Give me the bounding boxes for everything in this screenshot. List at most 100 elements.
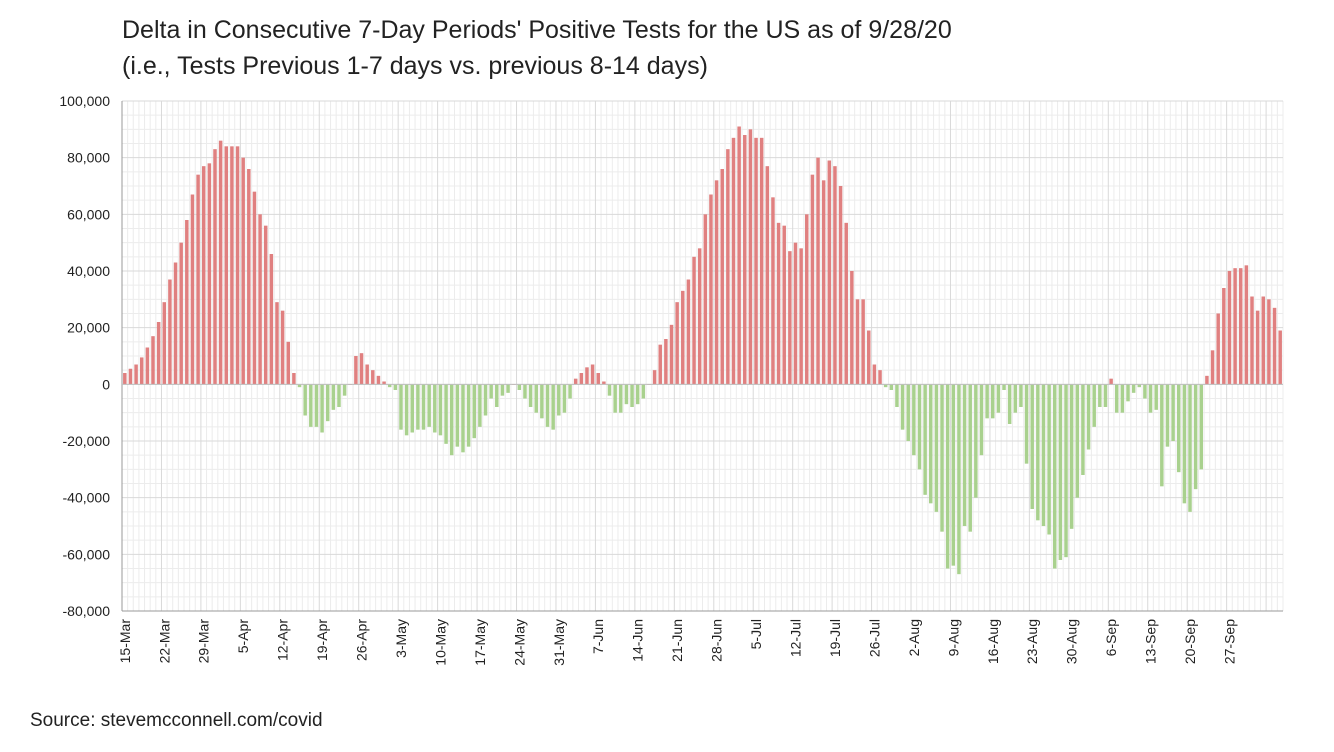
bar	[1058, 384, 1063, 560]
bar	[697, 248, 702, 385]
bar	[641, 384, 646, 399]
bar	[399, 384, 403, 430]
x-tick-label: 19-Jul	[827, 619, 843, 657]
bar	[940, 384, 944, 532]
bar	[810, 174, 815, 385]
bar	[743, 135, 747, 385]
bar	[607, 384, 612, 396]
bar	[1081, 384, 1085, 475]
bar	[996, 384, 1001, 413]
bar	[483, 384, 488, 416]
source-note: Source: stevemcconnell.com/covid	[30, 710, 323, 731]
bar	[782, 225, 786, 385]
bar	[478, 384, 482, 427]
bar	[675, 302, 679, 385]
bar	[506, 384, 510, 393]
bar	[540, 384, 544, 419]
bar	[1019, 384, 1023, 407]
bar	[1165, 384, 1170, 447]
bar	[382, 381, 386, 385]
x-tick-label: 19-Apr	[314, 619, 330, 661]
x-tick-label: 30-Aug	[1064, 619, 1080, 664]
y-tick-label: 40,000	[67, 263, 110, 279]
bar	[292, 373, 296, 385]
chart-subtitle: (i.e., Tests Previous 1-7 days vs. previ…	[122, 52, 708, 80]
x-tick-label: 20-Sep	[1182, 619, 1198, 664]
bar	[895, 384, 899, 407]
bar	[421, 384, 426, 430]
bar-layer	[123, 126, 1282, 575]
bar	[151, 336, 155, 385]
bar	[652, 370, 657, 385]
bar	[449, 384, 454, 456]
bar	[455, 384, 460, 447]
bar	[1233, 268, 1237, 385]
bar	[139, 357, 144, 385]
y-tick-label: 80,000	[67, 150, 110, 166]
bar	[1002, 384, 1006, 390]
y-tick-label: 20,000	[67, 320, 110, 336]
x-tick-label: 21-Jun	[669, 619, 685, 662]
bar	[1182, 384, 1187, 504]
bar	[466, 384, 471, 447]
bar	[517, 384, 522, 390]
bar	[1222, 288, 1226, 385]
bar	[235, 146, 240, 385]
bar	[359, 353, 364, 385]
bar	[664, 339, 668, 385]
bar	[534, 384, 538, 413]
bar	[1024, 384, 1029, 464]
bar	[562, 384, 567, 413]
bar	[872, 364, 877, 385]
bar	[906, 384, 910, 441]
bar	[579, 373, 584, 385]
x-tick-label: 29-Mar	[196, 619, 212, 664]
y-tick-label: 0	[102, 376, 110, 392]
bar	[816, 157, 820, 385]
bar	[1160, 384, 1164, 487]
bar	[1064, 384, 1068, 558]
bar	[438, 384, 443, 436]
bar	[619, 384, 623, 413]
bar	[269, 254, 274, 385]
x-tick-label: 14-Jun	[630, 619, 646, 662]
bar	[889, 384, 894, 390]
chart-title-line-1: Delta in Consecutive 7-Day Periods' Posi…	[122, 16, 952, 44]
bar	[275, 302, 279, 385]
bar-chart: 100,000 80,000 60,000 40,000 20,000 0 -20,000 -…	[59, 93, 1284, 666]
bar	[472, 384, 476, 439]
bar	[923, 384, 927, 495]
bar	[1154, 384, 1158, 410]
bar	[224, 146, 229, 385]
bar	[1052, 384, 1057, 569]
bar	[754, 137, 758, 385]
bar	[252, 191, 257, 385]
bar	[1244, 265, 1249, 385]
bar	[551, 384, 555, 430]
bar	[1261, 296, 1266, 385]
bar	[726, 149, 730, 385]
bar	[968, 384, 972, 532]
bar	[838, 186, 843, 385]
bar	[1238, 268, 1243, 385]
bar	[793, 242, 798, 385]
bar	[799, 248, 803, 385]
bar	[861, 299, 865, 385]
bar	[500, 384, 505, 396]
x-tick-label: 12-Jul	[787, 619, 803, 657]
bar	[974, 384, 978, 498]
bar	[286, 341, 291, 385]
y-axis-tick-labels: 100,000 80,000 60,000 40,000 20,000 0 -20,000 -…	[59, 93, 110, 619]
bar	[917, 384, 922, 470]
bar	[991, 384, 995, 419]
bar	[1171, 384, 1175, 441]
bar	[985, 384, 989, 419]
bar	[759, 137, 764, 385]
bar	[185, 220, 189, 385]
bar	[1176, 384, 1181, 473]
bar	[1069, 384, 1074, 529]
bar	[771, 197, 775, 385]
bar	[1227, 271, 1232, 385]
bar	[263, 225, 268, 385]
bar	[134, 364, 138, 385]
